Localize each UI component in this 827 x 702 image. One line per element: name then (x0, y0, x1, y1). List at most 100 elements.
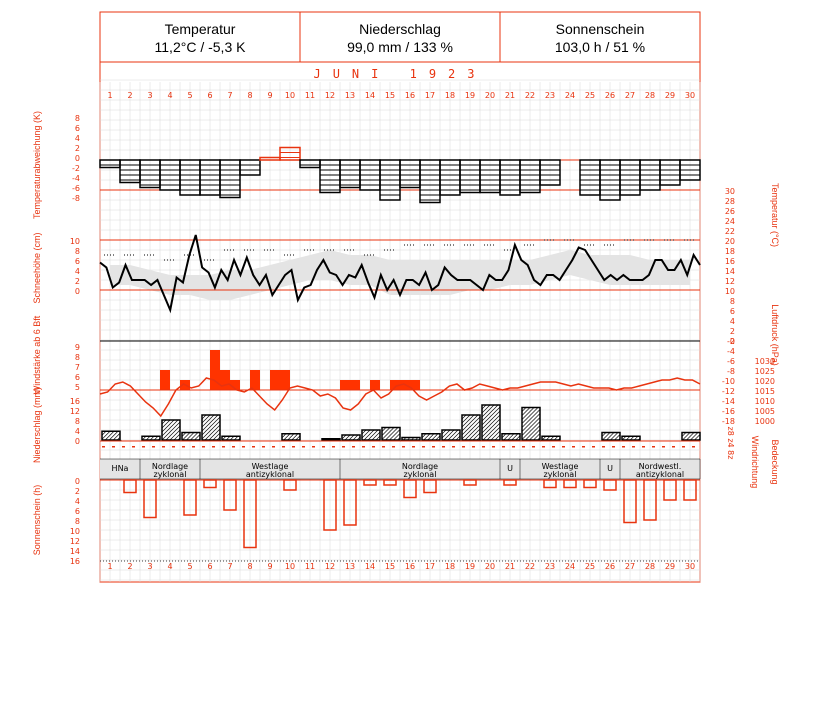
precip-hatch (461, 414, 479, 432)
sunshine-tick: 14 (70, 547, 80, 556)
precip-hatch (403, 437, 407, 441)
temp-tick: 26 (725, 207, 735, 216)
precip-bar-rect (541, 435, 561, 441)
weather-type-label: HNa (112, 464, 129, 473)
precip-hatch (161, 419, 171, 429)
day-label-bottom: 21 (505, 562, 515, 571)
temp-tick: 2 (730, 327, 735, 336)
day-label-bottom: 16 (405, 562, 415, 571)
day-label-top: 16 (405, 91, 415, 100)
anomaly-bar (359, 159, 381, 191)
anomaly-bar-rect (219, 159, 241, 199)
normal-band (110, 250, 690, 300)
precip-hatch (201, 414, 219, 432)
precip-hatch (542, 436, 547, 441)
day-label-bottom: 15 (385, 562, 395, 571)
precip-bar (161, 419, 181, 441)
wind-dir-label: Windrichtung (750, 436, 760, 489)
pressure-temp-tick: -10 (722, 377, 735, 386)
cloud-marker (142, 446, 145, 448)
precip-hatch (521, 407, 535, 420)
cloud-marker (242, 446, 245, 448)
wind-tick: 6 (75, 373, 80, 382)
cloud-marker (382, 446, 385, 448)
pressure-tick: 1005 (755, 407, 775, 416)
precip-hatch (397, 437, 401, 441)
precip-bar (181, 431, 201, 441)
precip-hatch (630, 436, 635, 441)
precip-hatch (407, 437, 411, 441)
precip-tick: 4 (75, 427, 80, 436)
sunshine-tick: 8 (75, 517, 80, 526)
temp-ylabel: Temperatur (°C) (770, 183, 780, 247)
day-label-top: 26 (605, 91, 615, 100)
day-label-top: 2 (127, 91, 132, 100)
precip-bar (321, 438, 341, 441)
day-label-bottom: 25 (585, 562, 595, 571)
precip-bar (481, 404, 501, 441)
weather-type-sublabel: zyklonal (544, 470, 577, 479)
precip-hatch (435, 435, 441, 441)
cloud-marker (672, 446, 675, 448)
precip-bar-rect (421, 433, 441, 441)
day-label-bottom: 3 (147, 562, 152, 571)
day-label-top: 24 (565, 91, 575, 100)
pressure-temp-tick: -16 (722, 407, 735, 416)
precip-bar-rect (521, 406, 541, 441)
anomaly-bar (239, 159, 261, 176)
cloud-marker (452, 446, 455, 448)
day-label-top: 21 (505, 91, 515, 100)
cloud-marker (192, 446, 195, 448)
cloud-marker (412, 446, 415, 448)
temp-tick: 18 (725, 247, 735, 256)
cloud-marker (592, 446, 595, 448)
precip-hatch (521, 407, 527, 412)
precip-hatch (476, 436, 481, 441)
precip-hatch (142, 436, 147, 441)
precip-hatch (204, 424, 221, 441)
temp-tick: 4 (730, 317, 735, 326)
day-label-bottom: 19 (465, 562, 475, 571)
precip-bar-rect (321, 438, 341, 441)
anomaly-tick: -8 (72, 194, 80, 203)
cloud-marker (632, 446, 635, 448)
month-label: JUNI 1923 (313, 67, 486, 81)
anomaly-tick: 4 (75, 134, 80, 143)
precip-hatch (371, 431, 381, 441)
cloud-marker (352, 446, 355, 448)
anomaly-bar (619, 159, 641, 196)
grid (99, 79, 701, 582)
precip-hatch (291, 433, 299, 441)
cloud-marker (162, 446, 165, 448)
day-label-bottom: 17 (425, 562, 435, 571)
weather-type-label: Westlage (252, 462, 289, 471)
precip-hatch (622, 436, 627, 441)
wind-bar (250, 370, 260, 390)
precip-hatch (238, 438, 241, 441)
day-label-top: 17 (425, 91, 435, 100)
precip-hatch (336, 438, 339, 441)
weather-type-sublabel: antizyklonal (636, 470, 684, 479)
anomaly-bar (219, 159, 241, 199)
cloud-marker (662, 446, 665, 448)
anomaly-tick: 0 (75, 154, 80, 163)
day-label-bottom: 2 (127, 562, 132, 571)
precip-hatch (546, 436, 551, 441)
wind-bar (230, 380, 240, 390)
precipitation-value: 99,0 mm / 133 % (347, 39, 453, 55)
day-label-top: 19 (465, 91, 475, 100)
cloud-marker (462, 446, 465, 448)
cloud-marker (302, 446, 305, 448)
temperature-value: 11,2°C / -5,3 K (155, 39, 247, 55)
wind-bar (340, 380, 350, 390)
precip-hatch (501, 433, 507, 438)
cloud-marker (312, 446, 315, 448)
day-label-top: 29 (665, 91, 675, 100)
precip-hatch (461, 414, 471, 424)
precip-tick: 8 (75, 417, 80, 426)
precip-hatch (198, 438, 201, 441)
cloud-marker (342, 446, 345, 448)
precip-hatch (165, 425, 181, 441)
precip-hatch (441, 429, 447, 435)
precip-hatch (117, 437, 121, 441)
